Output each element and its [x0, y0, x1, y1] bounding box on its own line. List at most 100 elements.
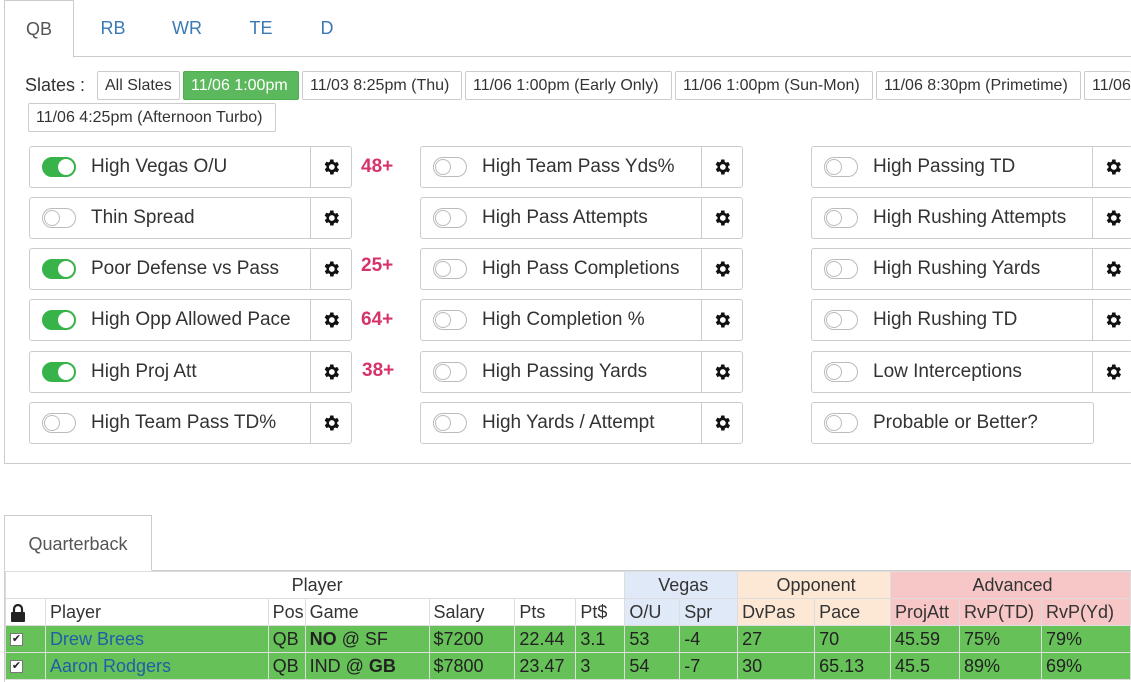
toggle-switch[interactable]: [42, 259, 76, 279]
toggle-switch[interactable]: [42, 157, 76, 177]
toggle-switch[interactable]: [824, 362, 858, 382]
toggle-switch[interactable]: [824, 208, 858, 228]
toggle-switch[interactable]: [42, 208, 76, 228]
tab-d[interactable]: D: [320, 18, 334, 38]
toggle-switch[interactable]: [433, 362, 467, 382]
filter-probable-or-better: Probable or Better?: [811, 402, 1094, 444]
col-spr[interactable]: Spr: [679, 598, 739, 626]
slate-1106-early[interactable]: 11/06 1:00pm (Early Only): [465, 71, 672, 100]
cell-salary: $7200: [428, 625, 516, 653]
filter-high-rushing-td: High Rushing TD: [811, 299, 1131, 341]
tab-te[interactable]: TE: [249, 18, 273, 38]
gear-icon[interactable]: [311, 198, 351, 238]
toggle-switch[interactable]: [42, 413, 76, 433]
filter-high-yards-per-attempt: High Yards / Attempt: [420, 402, 743, 444]
gear-icon[interactable]: [702, 403, 742, 443]
tab-rb[interactable]: RB: [100, 18, 126, 38]
toggle-switch[interactable]: [42, 362, 76, 382]
toggle-switch[interactable]: [824, 310, 858, 330]
threshold-badge: 38+: [362, 360, 395, 381]
cell-rvpyd: 79%: [1040, 625, 1131, 653]
filter-label: Low Interceptions: [873, 361, 1022, 382]
gear-icon[interactable]: [311, 147, 351, 187]
toggle-switch[interactable]: [42, 310, 76, 330]
players-table: Player Vegas Opponent Advanced Player Po…: [4, 571, 1131, 680]
col-rvpyd[interactable]: RvP(Yd): [1040, 598, 1131, 626]
filter-label: High Proj Att: [91, 361, 197, 382]
group-vegas: Vegas: [624, 571, 739, 599]
filter-high-team-pass-td: High Team Pass TD%: [29, 402, 352, 444]
slate-all[interactable]: All Slates: [97, 71, 180, 100]
filter-high-pass-completions: High Pass Completions: [420, 248, 743, 290]
gear-icon[interactable]: [311, 403, 351, 443]
toggle-switch[interactable]: [433, 413, 467, 433]
col-pace[interactable]: Pace: [814, 598, 892, 626]
slate-1106-primetime[interactable]: 11/06 8:30pm (Primetime): [876, 71, 1081, 100]
filter-label: High Team Pass Yds%: [482, 156, 675, 177]
cell-pts: 22.44: [514, 625, 577, 653]
toggle-switch[interactable]: [824, 413, 858, 433]
gear-icon[interactable]: [311, 300, 351, 340]
col-pts[interactable]: Pts: [514, 598, 577, 626]
cell-ou: 54: [624, 652, 681, 680]
filter-label: High Rushing TD: [873, 309, 1018, 330]
row-checkbox[interactable]: ✔: [10, 660, 23, 674]
col-salary[interactable]: Salary: [428, 598, 516, 626]
slate-1106-1pm[interactable]: 11/06 1:00pm: [183, 71, 299, 100]
slate-1106-afternoon-turbo[interactable]: 11/06 4:25pm (Afternoon Turbo): [28, 103, 276, 132]
filter-poor-defense-vs-pass: Poor Defense vs Pass: [29, 248, 352, 290]
gear-icon[interactable]: [311, 352, 351, 392]
col-pos[interactable]: Pos: [267, 598, 306, 626]
toggle-switch[interactable]: [433, 157, 467, 177]
cell-pos: QB: [267, 652, 306, 680]
gear-icon[interactable]: [702, 352, 742, 392]
gear-icon[interactable]: [1093, 249, 1131, 289]
position-tabs: QB RB WR TE D: [4, 0, 1131, 58]
col-rvptd[interactable]: RvP(TD): [958, 598, 1042, 626]
cell-rvptd: 75%: [958, 625, 1042, 653]
col-player[interactable]: Player: [44, 598, 269, 626]
gear-icon[interactable]: [1093, 300, 1131, 340]
tab-qb[interactable]: QB: [4, 0, 74, 58]
row-checkbox[interactable]: ✔: [10, 633, 23, 647]
col-ou[interactable]: O/U: [624, 598, 681, 626]
cell-ptd: 3.1: [575, 625, 626, 653]
filter-label: High Opp Allowed Pace: [91, 309, 291, 330]
gear-icon[interactable]: [702, 147, 742, 187]
tab-quarterback[interactable]: Quarterback: [4, 515, 152, 571]
col-ptd[interactable]: Pt$: [575, 598, 626, 626]
filter-label: High Pass Attempts: [482, 207, 648, 228]
cell-rvpyd: 69%: [1040, 652, 1131, 680]
cell-spr: -7: [679, 652, 739, 680]
filter-label: High Vegas O/U: [91, 156, 228, 177]
col-projatt[interactable]: ProjAtt: [890, 598, 960, 626]
toggle-switch[interactable]: [433, 259, 467, 279]
toggle-switch[interactable]: [433, 310, 467, 330]
filter-high-proj-att: High Proj Att: [29, 351, 352, 393]
gear-icon[interactable]: [1093, 147, 1131, 187]
player-name-link[interactable]: Drew Brees: [44, 625, 269, 653]
gear-icon[interactable]: [1093, 352, 1131, 392]
gear-icon[interactable]: [702, 300, 742, 340]
col-dvpas[interactable]: DvPas: [737, 598, 816, 626]
gear-icon[interactable]: [1093, 198, 1131, 238]
filter-label: High Passing Yards: [482, 361, 648, 382]
cell-game: IND @ GB: [304, 652, 430, 680]
gear-icon[interactable]: [311, 249, 351, 289]
cell-pace: 65.13: [814, 652, 892, 680]
slate-1106-more[interactable]: 11/06: [1084, 71, 1131, 100]
cell-pace: 70: [814, 625, 892, 653]
col-game[interactable]: Game: [304, 598, 430, 626]
group-opponent: Opponent: [737, 571, 892, 599]
toggle-switch[interactable]: [433, 208, 467, 228]
cell-spr: -4: [679, 625, 739, 653]
player-name-link[interactable]: Aaron Rodgers: [44, 652, 269, 680]
slate-1106-sunmon[interactable]: 11/06 1:00pm (Sun-Mon): [675, 71, 873, 100]
toggle-switch[interactable]: [824, 157, 858, 177]
filter-high-rushing-attempts: High Rushing Attempts: [811, 197, 1131, 239]
toggle-switch[interactable]: [824, 259, 858, 279]
tab-wr[interactable]: WR: [172, 18, 202, 38]
slate-1103-thu[interactable]: 11/03 8:25pm (Thu): [302, 71, 462, 100]
gear-icon[interactable]: [702, 249, 742, 289]
gear-icon[interactable]: [702, 198, 742, 238]
